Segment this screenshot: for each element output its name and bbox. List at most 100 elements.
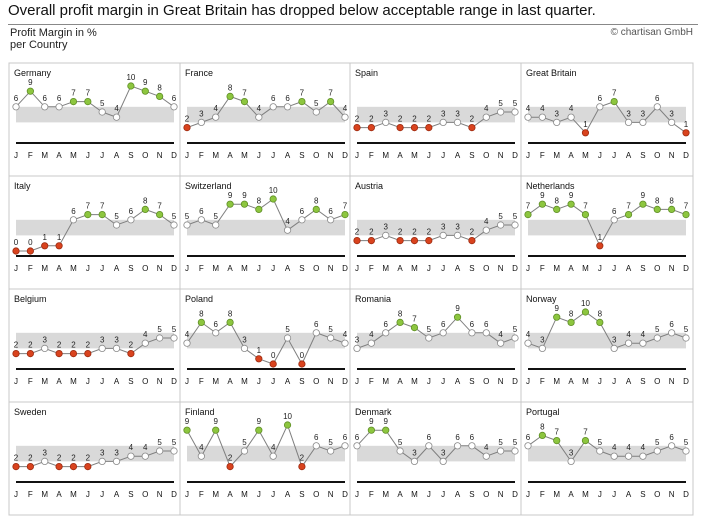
data-label: 4 xyxy=(484,104,489,113)
data-label: 4 xyxy=(257,104,262,113)
data-point xyxy=(26,462,34,471)
data-label: 2 xyxy=(57,454,62,463)
month-tick-label: M xyxy=(582,490,589,499)
data-label: 5 xyxy=(427,325,432,334)
month-tick-label: O xyxy=(654,264,660,273)
data-label: 9 xyxy=(242,191,247,200)
month-tick-label: J xyxy=(526,377,530,386)
data-label: 5 xyxy=(328,325,333,334)
month-tick-label: A xyxy=(227,490,233,499)
month-tick-label: M xyxy=(41,490,48,499)
month-tick-label: J xyxy=(257,490,261,499)
data-point xyxy=(212,221,220,229)
data-point xyxy=(610,344,618,352)
month-tick-label: O xyxy=(313,490,319,499)
month-tick-label: A xyxy=(56,377,62,386)
month-tick-label: A xyxy=(626,377,632,386)
data-point xyxy=(197,452,205,460)
month-tick-label: O xyxy=(142,264,148,273)
month-tick-label: J xyxy=(441,151,445,160)
data-point xyxy=(55,349,63,358)
data-label: 5 xyxy=(513,325,518,334)
month-tick-label: M xyxy=(582,151,589,160)
data-label: 9 xyxy=(369,417,374,426)
month-tick-label: S xyxy=(128,377,133,386)
data-label: 8 xyxy=(540,422,545,431)
data-label: 3 xyxy=(114,448,119,457)
data-point xyxy=(497,221,505,229)
data-point xyxy=(553,313,561,321)
month-tick-label: J xyxy=(526,490,530,499)
data-point xyxy=(482,113,490,121)
month-tick-label: D xyxy=(342,490,348,499)
data-point xyxy=(240,200,249,208)
month-tick-label: F xyxy=(540,377,545,386)
data-point xyxy=(410,323,419,332)
data-label: 4 xyxy=(626,330,631,339)
data-label: 2 xyxy=(300,454,305,463)
data-label: 5 xyxy=(328,438,333,447)
data-point xyxy=(255,113,263,121)
data-point xyxy=(312,329,320,337)
data-label: 5 xyxy=(684,325,689,334)
data-label: 4 xyxy=(114,104,119,113)
data-label: 2 xyxy=(470,228,475,237)
data-label: 8 xyxy=(569,309,574,318)
data-label: 3 xyxy=(100,335,105,344)
data-label: 2 xyxy=(228,454,233,463)
data-point xyxy=(212,113,220,121)
data-point xyxy=(439,457,447,465)
data-label: 7 xyxy=(412,315,417,324)
month-tick-label: J xyxy=(185,264,189,273)
month-tick-label: N xyxy=(498,377,504,386)
month-tick-label: J xyxy=(427,377,431,386)
data-point xyxy=(26,247,34,255)
data-point xyxy=(69,216,78,224)
data-point xyxy=(41,242,49,250)
month-tick-label: S xyxy=(299,490,304,499)
data-label: 6 xyxy=(57,94,62,103)
data-point xyxy=(367,339,375,347)
month-tick-label: A xyxy=(455,377,461,386)
data-point xyxy=(55,103,63,111)
data-label: 2 xyxy=(86,341,91,350)
data-point xyxy=(482,452,490,460)
data-label: 6 xyxy=(355,433,360,442)
month-tick-label: S xyxy=(128,264,133,273)
month-tick-label: S xyxy=(640,377,645,386)
month-tick-label: J xyxy=(598,490,602,499)
data-label: 3 xyxy=(384,222,389,231)
data-label: 10 xyxy=(126,73,135,82)
data-label: 5 xyxy=(655,438,660,447)
month-tick-label: S xyxy=(299,264,304,273)
data-point xyxy=(567,457,575,465)
data-label: 0 xyxy=(300,351,305,360)
month-tick-label: N xyxy=(157,490,163,499)
data-label: 5 xyxy=(513,99,518,108)
data-point xyxy=(197,118,205,127)
month-tick-label: N xyxy=(157,151,163,160)
month-tick-label: M xyxy=(411,377,418,386)
data-point xyxy=(255,205,263,213)
month-tick-label: J xyxy=(598,151,602,160)
month-tick-label: A xyxy=(114,264,120,273)
data-point xyxy=(41,457,49,465)
data-point xyxy=(84,211,92,219)
month-tick-label: N xyxy=(498,151,504,160)
data-point xyxy=(624,339,633,347)
data-label: 5 xyxy=(513,212,518,221)
month-tick-label: M xyxy=(41,264,48,273)
data-point xyxy=(396,237,404,245)
month-tick-label: J xyxy=(14,377,18,386)
data-point xyxy=(341,442,349,450)
month-tick-label: J xyxy=(598,264,602,273)
data-label: 8 xyxy=(669,196,674,205)
data-point xyxy=(12,247,20,255)
data-label: 4 xyxy=(343,330,348,339)
data-label: 5 xyxy=(684,438,689,447)
data-label: 3 xyxy=(199,109,204,118)
data-label: 6 xyxy=(612,207,617,216)
